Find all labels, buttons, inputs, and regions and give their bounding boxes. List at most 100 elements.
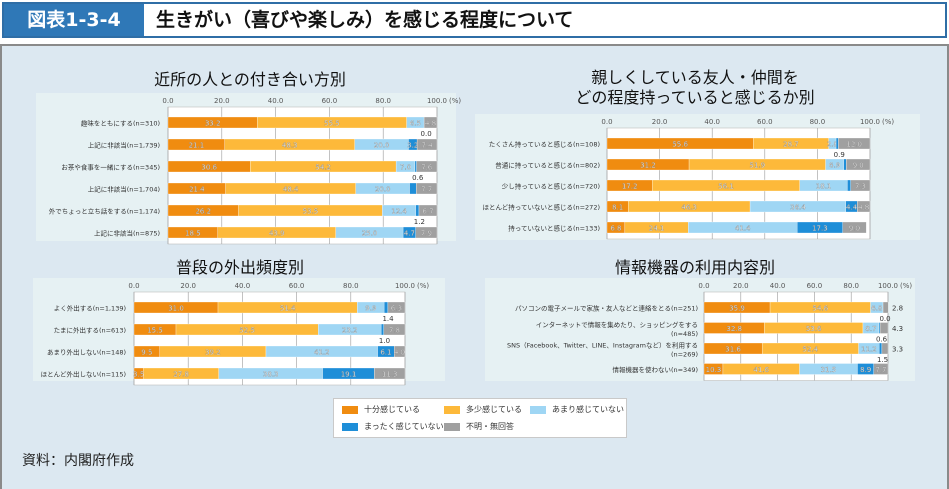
data-label: 0.6 <box>412 174 424 182</box>
data-label: 56.1 <box>718 183 734 191</box>
category-label: 趣味をともにする(n=310) <box>81 119 160 128</box>
data-label: 9.0 <box>849 225 860 233</box>
data-label: 7.4 <box>421 142 433 150</box>
data-label: 6.1 <box>380 349 391 357</box>
legend-swatch <box>444 405 460 414</box>
bar-segment <box>415 226 438 239</box>
data-label: 18.5 <box>185 230 201 238</box>
bar-segment <box>846 158 871 171</box>
header-frame: 図表1-3-4 生きがい（喜びや楽しみ）を感じる程度について <box>2 2 947 38</box>
category-label: あまり外出しない(n=148) <box>47 348 126 357</box>
data-label: 33.2 <box>205 120 221 128</box>
chart-title-outing: 普段の外出頻度別 <box>175 258 304 277</box>
x-tick-label: 100.0 <box>878 282 898 290</box>
x-tick-label: 0.0 <box>698 282 709 290</box>
legend-label: あまり感じていない <box>552 405 624 414</box>
data-label: 7.7 <box>421 186 432 194</box>
bar-segment <box>383 301 389 314</box>
data-label: 2.8 <box>827 141 838 149</box>
legend-swatch <box>444 422 460 431</box>
data-label: 52.4 <box>803 346 819 354</box>
data-label: 19.1 <box>341 371 357 379</box>
chart-title-friends: 親しくしている友人・仲間を どの程度持っていると感じるか別 <box>575 68 815 107</box>
data-label: 17.2 <box>622 183 638 191</box>
data-label: 31.0 <box>168 305 184 313</box>
legend-item-somewhat: 多少感じている <box>444 404 522 416</box>
data-label: 7.6 <box>421 164 433 172</box>
bar-segment <box>842 221 867 234</box>
data-label: 41.4 <box>735 225 751 233</box>
bar-segment <box>843 158 847 171</box>
x-tick-label: 60.0 <box>322 97 338 105</box>
source-note: 資料：内閣府作成 <box>22 453 134 469</box>
bar-segment <box>416 160 438 173</box>
x-tick-label: 60.0 <box>289 282 305 290</box>
data-label: 53.5 <box>303 208 319 216</box>
data-label: 6.7 <box>422 208 433 216</box>
data-label: 0.6 <box>876 336 888 344</box>
x-tick-label: 60.0 <box>807 282 823 290</box>
data-label: 25.0 <box>362 230 378 238</box>
data-label: 4.3 <box>892 325 903 333</box>
data-label: 30.6 <box>201 164 217 172</box>
bar-segment <box>857 200 871 213</box>
category-label: 外でちょっと立ち話をする(n=1,174) <box>49 207 160 216</box>
data-label: 23.2 <box>342 327 358 335</box>
data-label: 10.3 <box>706 366 722 374</box>
x-tick-label: 80.0 <box>343 282 359 290</box>
data-label: 12.4 <box>391 208 407 216</box>
data-label: 6.5 <box>410 120 421 128</box>
data-label: 38.3 <box>263 371 279 379</box>
legend-item-not-at-all: まったく感じていない <box>342 421 444 433</box>
legend-swatch <box>342 422 358 431</box>
data-label: 8.7 <box>865 325 876 333</box>
data-label: 51.4 <box>280 305 296 313</box>
bar-segment <box>847 179 851 192</box>
data-label: 21.4 <box>189 186 205 194</box>
x-tick-label: 20.0 <box>214 97 230 105</box>
x-tick-label: 0.0 <box>128 282 139 290</box>
data-label: 15.5 <box>147 327 163 335</box>
category-label: ほとんど持っていないと感じる(n=272) <box>482 203 600 212</box>
data-label: 17.3 <box>812 225 828 233</box>
data-label: 35.9 <box>729 305 745 313</box>
bar-segment <box>416 182 438 195</box>
category-label: たまに外出する(n=613) <box>54 326 126 335</box>
data-label: 9.5 <box>141 349 152 357</box>
x-tick-label: 0.0 <box>601 118 612 126</box>
bar-segment <box>416 138 438 151</box>
data-label: 43.9 <box>269 230 285 238</box>
data-label: 31.6 <box>725 346 741 354</box>
data-label: 4.8 <box>425 120 436 128</box>
data-label: 28.7 <box>783 141 799 149</box>
bar-segment <box>409 182 417 195</box>
x-tick-label: 20.0 <box>733 282 749 290</box>
data-label: 21.1 <box>189 142 205 150</box>
x-tick-label: 80.0 <box>843 282 859 290</box>
x-tick-label: 20.0 <box>180 282 196 290</box>
bar-segment <box>387 301 406 314</box>
bar-segment <box>414 160 417 173</box>
legend-item-unknown: 不明・無回答 <box>444 421 514 433</box>
data-label: 54.6 <box>812 305 828 313</box>
category-label: SNS（Facebook、Twitter、LINE、Instagramなど）を利… <box>507 341 698 350</box>
data-label: 7.7 <box>875 366 886 374</box>
legend-item-not-much: あまり感じていない <box>530 404 624 416</box>
data-label: 0.9 <box>834 151 845 159</box>
data-label: 53.6 <box>806 325 822 333</box>
category-label: ほとんど外出しない(n=115) <box>41 370 126 379</box>
bar-segment <box>374 367 406 380</box>
data-label: 48.4 <box>283 186 299 194</box>
x-unit-label: (%) <box>900 282 912 290</box>
data-label: 2.8 <box>892 305 903 313</box>
bar-segment <box>383 323 406 336</box>
data-label: 27.8 <box>173 371 189 379</box>
data-label: 7.3 <box>855 183 866 191</box>
x-tick-label: 40.0 <box>235 282 251 290</box>
data-label: 4.8 <box>858 204 869 212</box>
data-label: 55.6 <box>672 141 688 149</box>
data-label: 20.0 <box>374 142 390 150</box>
bar-segment <box>394 345 406 358</box>
bar-segment <box>873 363 889 375</box>
